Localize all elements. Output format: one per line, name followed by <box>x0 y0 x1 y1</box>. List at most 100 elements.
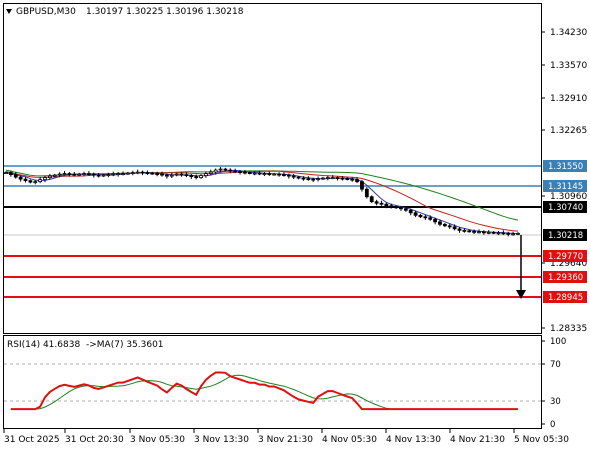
candle-body[interactable] <box>243 171 247 174</box>
candle-body[interactable] <box>462 229 467 232</box>
candle-body[interactable] <box>272 173 277 176</box>
candle-body[interactable] <box>399 207 403 210</box>
candle-body[interactable] <box>223 168 228 171</box>
candle-body[interactable] <box>165 174 169 177</box>
candle-body[interactable] <box>96 174 101 177</box>
candle-body[interactable] <box>218 168 223 171</box>
candle-body[interactable] <box>213 169 218 173</box>
candle-body[interactable] <box>486 231 491 234</box>
candle-body[interactable] <box>140 171 145 174</box>
candle-body[interactable] <box>345 178 350 181</box>
candle-body[interactable] <box>28 180 33 183</box>
candle-body[interactable] <box>38 179 43 183</box>
candle-body[interactable] <box>447 225 452 228</box>
candle-body[interactable] <box>160 173 164 176</box>
candle-body[interactable] <box>311 178 316 181</box>
candle-body[interactable] <box>355 179 359 183</box>
candle-body[interactable] <box>8 172 13 176</box>
candle-body[interactable] <box>184 174 189 177</box>
candle-body[interactable] <box>47 175 52 179</box>
candle-body[interactable] <box>252 172 257 175</box>
candle-body[interactable] <box>316 178 320 181</box>
candle-body[interactable] <box>106 174 111 177</box>
candle-body[interactable] <box>360 181 364 190</box>
candle-body[interactable] <box>291 175 296 178</box>
candle-body[interactable] <box>491 231 496 234</box>
candle-body[interactable] <box>257 172 262 175</box>
candle-body[interactable] <box>286 174 291 177</box>
candle-body[interactable] <box>86 173 91 175</box>
candle-body[interactable] <box>150 172 155 175</box>
candle-body[interactable] <box>369 196 374 203</box>
candle-body[interactable] <box>130 172 135 174</box>
candle-body[interactable] <box>433 218 438 223</box>
candle-body[interactable] <box>204 173 208 177</box>
candle-body[interactable] <box>457 228 462 231</box>
candle-body[interactable] <box>296 176 301 179</box>
candle-body[interactable] <box>179 173 184 176</box>
candle-body[interactable] <box>72 173 77 176</box>
candle-body[interactable] <box>18 176 23 180</box>
rsi-pane[interactable] <box>3 335 542 429</box>
candle-body[interactable] <box>374 201 379 204</box>
candle-body[interactable] <box>301 177 306 180</box>
price-pane[interactable] <box>3 3 542 334</box>
candle-body[interactable] <box>452 226 457 230</box>
candle-body[interactable] <box>501 232 506 235</box>
candle-body[interactable] <box>481 231 486 234</box>
candle-body[interactable] <box>23 178 28 182</box>
candle-body[interactable] <box>238 171 242 173</box>
candle-body[interactable] <box>408 209 413 214</box>
candle-body[interactable] <box>277 173 281 176</box>
candle-body[interactable] <box>233 170 238 173</box>
candle-body[interactable] <box>477 231 481 234</box>
candle-body[interactable] <box>511 233 516 236</box>
candle-body[interactable] <box>394 206 398 209</box>
candle-body[interactable] <box>111 173 116 176</box>
candle-body[interactable] <box>126 172 130 175</box>
candle-body[interactable] <box>379 202 384 205</box>
candle-body[interactable] <box>208 171 213 174</box>
candle-body[interactable] <box>335 177 340 180</box>
candle-body[interactable] <box>169 174 174 177</box>
candle-body[interactable] <box>67 173 72 175</box>
candle-body[interactable] <box>472 230 477 233</box>
candle-body[interactable] <box>423 216 428 219</box>
candle-body[interactable] <box>428 217 433 220</box>
candle-body[interactable] <box>467 230 472 233</box>
candle-body[interactable] <box>52 174 57 177</box>
candle-body[interactable] <box>145 172 150 174</box>
candle-body[interactable] <box>116 173 121 175</box>
candle-body[interactable] <box>442 223 447 227</box>
candle-body[interactable] <box>101 174 106 177</box>
candle-body[interactable] <box>403 208 408 211</box>
candle-body[interactable] <box>82 173 86 175</box>
candle-body[interactable] <box>325 177 330 180</box>
candle-body[interactable] <box>413 212 418 216</box>
candle-body[interactable] <box>247 172 252 174</box>
candle-body[interactable] <box>364 188 369 198</box>
candle-body[interactable] <box>13 174 18 178</box>
candle-body[interactable] <box>306 178 311 181</box>
candle-body[interactable] <box>516 232 520 235</box>
candle-body[interactable] <box>262 173 267 175</box>
candle-body[interactable] <box>77 173 82 176</box>
candle-body[interactable] <box>121 173 125 175</box>
triangle-down-icon[interactable] <box>6 9 12 14</box>
candle-body[interactable] <box>384 203 389 207</box>
candle-body[interactable] <box>155 173 160 175</box>
candle-body[interactable] <box>135 171 140 174</box>
candle-body[interactable] <box>282 174 286 177</box>
candle-body[interactable] <box>418 214 423 218</box>
candle-body[interactable] <box>496 232 501 235</box>
candle-body[interactable] <box>199 175 203 179</box>
candle-body[interactable] <box>350 178 355 181</box>
candle-body[interactable] <box>438 221 442 225</box>
candle-body[interactable] <box>228 169 233 172</box>
candle-body[interactable] <box>267 173 272 175</box>
candle-body[interactable] <box>321 177 325 180</box>
candle-body[interactable] <box>57 173 62 176</box>
candle-body[interactable] <box>91 173 96 176</box>
candle-body[interactable] <box>340 177 345 180</box>
